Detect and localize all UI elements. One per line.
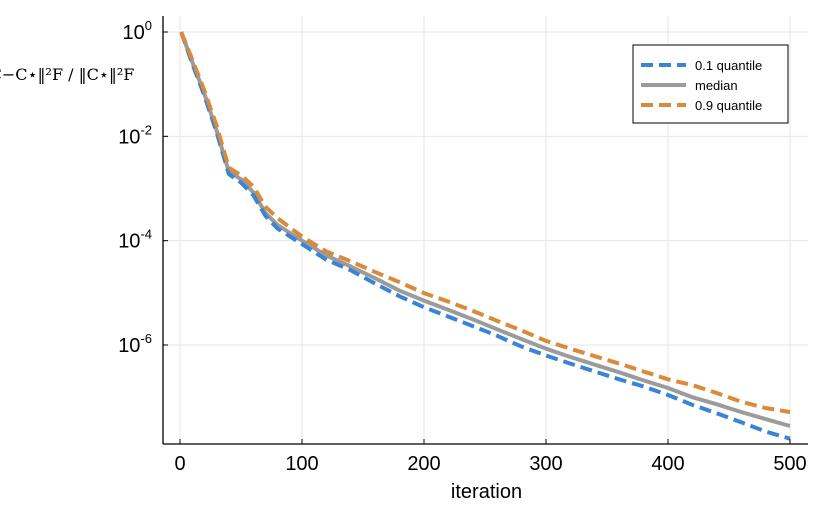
y-tick-label: 10-4 bbox=[118, 227, 152, 253]
x-tick-label: 100 bbox=[285, 453, 318, 475]
grid bbox=[163, 16, 808, 444]
x-tick-labels: 0 100 200 300 400 500 bbox=[174, 453, 806, 475]
y-axis-label: ‖Ĉ−C⋆‖²F / ‖C⋆‖²F bbox=[0, 64, 134, 84]
legend-label: 0.9 quantile bbox=[695, 98, 762, 113]
series-layer bbox=[179, 31, 791, 441]
x-tick-label: 300 bbox=[529, 453, 562, 475]
x-tick-label: 500 bbox=[773, 453, 806, 475]
series-line-median bbox=[179, 31, 791, 428]
y-tick-labels: 100 10-2 10-4 10-6 bbox=[118, 18, 152, 357]
x-tick-label: 200 bbox=[407, 453, 440, 475]
legend-label: median bbox=[695, 78, 738, 93]
legend-label: 0.1 quantile bbox=[695, 58, 762, 73]
x-axis-label: iteration bbox=[451, 481, 522, 503]
axes bbox=[162, 16, 808, 445]
x-tick-label: 0 bbox=[174, 453, 185, 475]
y-tick-label: 100 bbox=[123, 18, 152, 44]
x-tick-label: 400 bbox=[651, 453, 684, 475]
series-line-0-1-quantile bbox=[179, 31, 791, 441]
legend: 0.1 quantile median 0.9 quantile bbox=[632, 44, 789, 124]
y-tick-label: 10-6 bbox=[118, 331, 152, 357]
series-line-0-9-quantile bbox=[179, 31, 791, 414]
y-tick-label: 10-2 bbox=[118, 122, 152, 148]
